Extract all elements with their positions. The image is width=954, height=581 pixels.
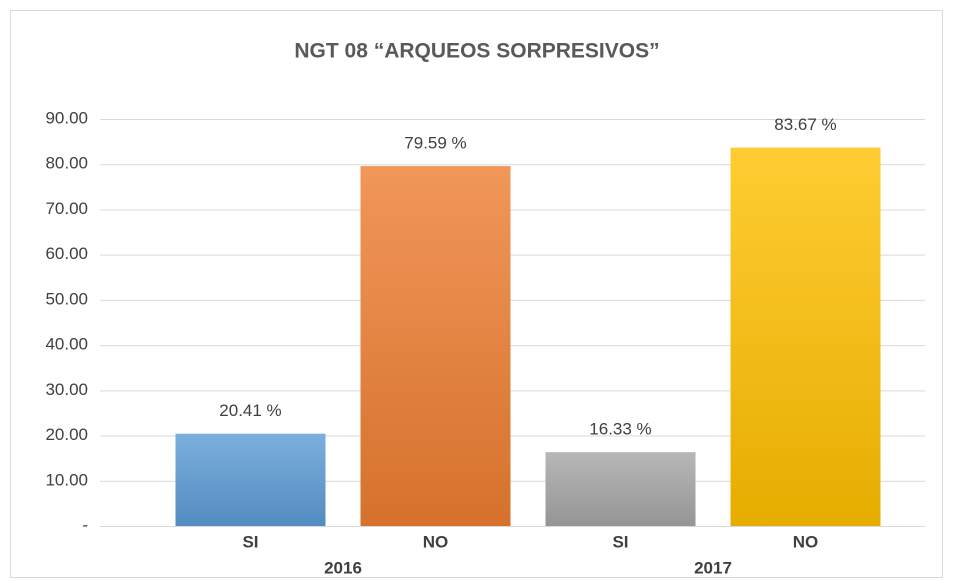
- y-tick-label: 30.00: [45, 380, 88, 399]
- y-tick-label: 60.00: [45, 244, 88, 263]
- value-label: 79.59 %: [404, 134, 466, 153]
- bar: [730, 147, 881, 526]
- value-label: 20.41 %: [219, 401, 281, 420]
- y-tick-label: 20.00: [45, 425, 88, 444]
- y-tick-label: 70.00: [45, 199, 88, 218]
- group-label: 2016: [324, 558, 362, 577]
- x-tick-label: NO: [793, 532, 819, 551]
- y-tick-label: 50.00: [45, 289, 88, 308]
- y-tick-label: 40.00: [45, 335, 88, 354]
- x-tick-label: SI: [612, 532, 628, 551]
- x-tick-label: NO: [423, 532, 449, 551]
- value-label: 16.33 %: [589, 420, 651, 439]
- x-tick-label: SI: [242, 532, 258, 551]
- y-tick-label: 80.00: [45, 154, 88, 173]
- group-label: 2017: [694, 558, 732, 577]
- bar: [175, 433, 326, 526]
- bar: [360, 166, 511, 526]
- y-tick-label: -: [82, 515, 88, 534]
- y-tick-label: 10.00: [45, 470, 88, 489]
- y-tick-label: 90.00: [45, 108, 88, 127]
- value-label: 83.67 %: [774, 115, 836, 134]
- chart-title: NGT 08 “ARQUEOS SORPRESIVOS”: [294, 40, 659, 63]
- bar: [545, 452, 696, 526]
